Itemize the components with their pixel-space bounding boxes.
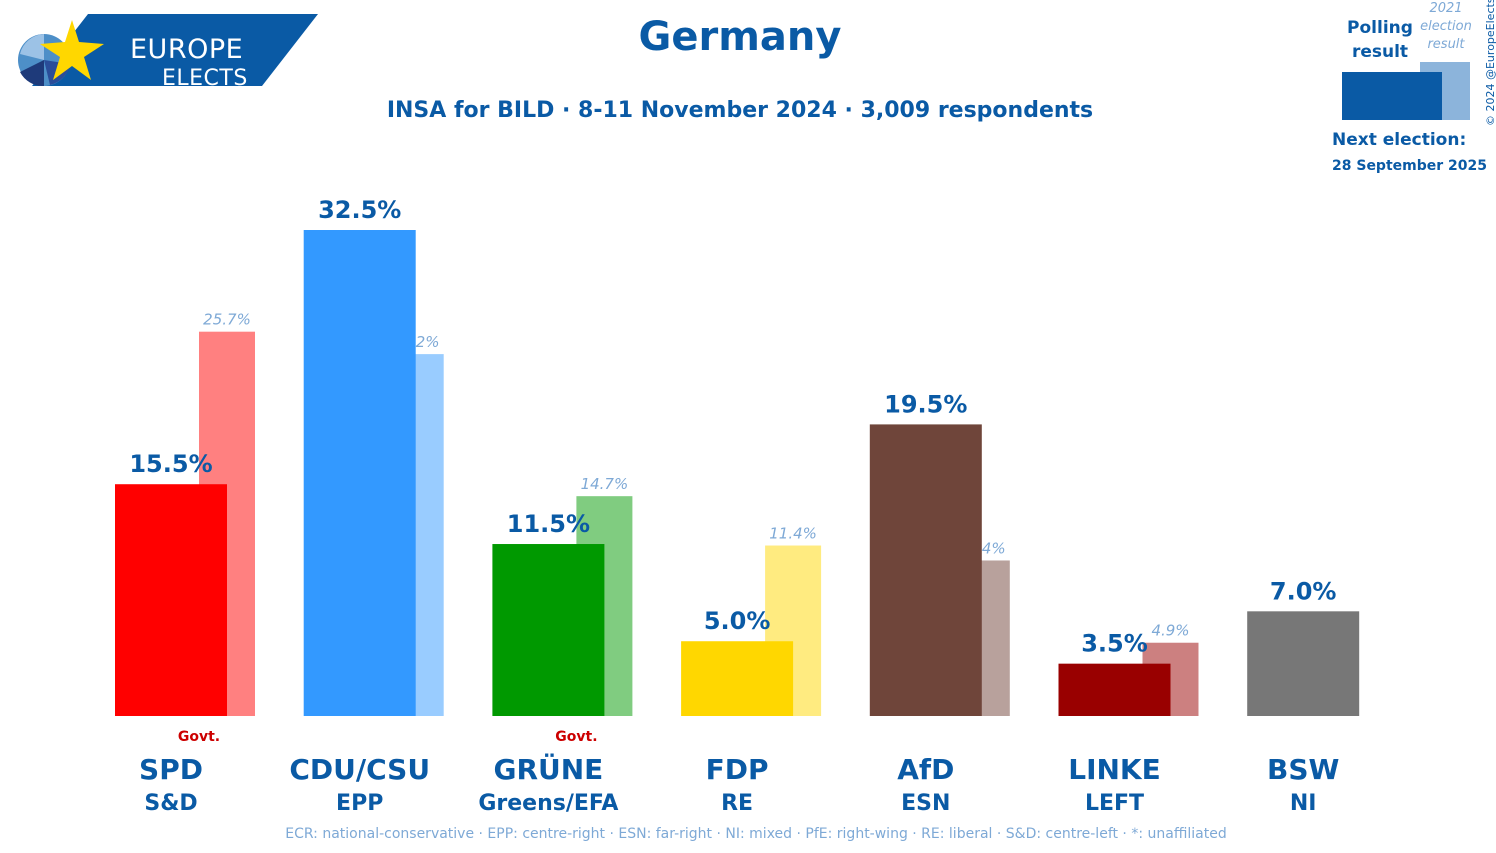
legend-previous-line3: result bbox=[1427, 37, 1465, 52]
europe-elects-logo: EUROPE ELECTS bbox=[10, 14, 320, 91]
legend-polling-line1: Polling bbox=[1347, 18, 1413, 38]
logo-graphic bbox=[18, 14, 318, 87]
bar-poll-gr-ne bbox=[492, 544, 605, 716]
bar-poll-cdu-csu bbox=[303, 230, 416, 716]
bar-label-poll-gr-ne: 11.5% bbox=[507, 510, 590, 538]
bar-label-2021-gr-ne: 14.7% bbox=[581, 475, 629, 493]
chart-title: Germany bbox=[638, 14, 842, 60]
next-election-date: 28 September 2025 bbox=[1332, 158, 1487, 174]
party-name-bsw: BSW bbox=[1267, 753, 1340, 786]
star-icon bbox=[40, 20, 104, 80]
bar-label-poll-spd: 15.5% bbox=[129, 450, 212, 478]
party-name-afd: AfD bbox=[897, 753, 954, 786]
footer-legend: ECR: national-conservative · EPP: centre… bbox=[285, 826, 1227, 842]
legend-polling-line2: result bbox=[1351, 42, 1409, 62]
party-group-fdp: RE bbox=[721, 791, 753, 816]
bar-poll-linke bbox=[1058, 663, 1171, 716]
bar-label-poll-afd: 19.5% bbox=[884, 390, 967, 418]
logo-line1: EUROPE bbox=[130, 34, 244, 65]
logo-line2: ELECTS bbox=[162, 66, 248, 91]
legend-previous-line2: election bbox=[1420, 19, 1472, 34]
legend-polling-label: Polling result bbox=[1340, 16, 1420, 64]
bar-poll-spd bbox=[115, 484, 227, 716]
bar-label-2021-fdp: 11.4% bbox=[769, 525, 817, 543]
bar-label-poll-bsw: 7.0% bbox=[1270, 577, 1337, 605]
next-election-label: Next election: bbox=[1332, 130, 1467, 150]
chart-subtitle: INSA for BILD · 8-11 November 2024 · 3,0… bbox=[386, 98, 1094, 123]
bar-label-2021-linke: 4.9% bbox=[1151, 622, 1189, 640]
legend-previous-label: 2021 election result bbox=[1416, 0, 1476, 54]
party-name-spd: SPD bbox=[139, 753, 203, 786]
legend-previous-line1: 2021 bbox=[1429, 1, 1463, 16]
party-name-cdu-csu: CDU/CSU bbox=[289, 753, 430, 786]
party-name-fdp: FDP bbox=[706, 753, 769, 786]
bar-label-poll-linke: 3.5% bbox=[1081, 630, 1148, 658]
legend-polling-swatch bbox=[1342, 72, 1442, 120]
bar-poll-bsw bbox=[1247, 611, 1360, 716]
govt-marker-gr-ne: Govt. bbox=[555, 729, 597, 745]
party-name-linke: LINKE bbox=[1068, 753, 1161, 786]
party-group-afd: ESN bbox=[901, 791, 950, 816]
party-group-bsw: NI bbox=[1290, 791, 1317, 816]
party-group-linke: LEFT bbox=[1085, 791, 1144, 816]
bar-label-poll-fdp: 5.0% bbox=[704, 607, 771, 635]
bar-poll-afd bbox=[869, 424, 982, 716]
govt-marker-spd: Govt. bbox=[178, 729, 220, 745]
party-group-cdu-csu: EPP bbox=[336, 791, 383, 816]
party-group-gr-ne: Greens/EFA bbox=[478, 791, 618, 816]
bar-label-2021-spd: 25.7% bbox=[203, 311, 251, 329]
bar-label-poll-cdu-csu: 32.5% bbox=[318, 196, 401, 224]
party-group-spd: S&D bbox=[144, 791, 197, 816]
party-name-gr-ne: GRÜNE bbox=[493, 752, 603, 786]
bar-poll-fdp bbox=[681, 641, 794, 716]
